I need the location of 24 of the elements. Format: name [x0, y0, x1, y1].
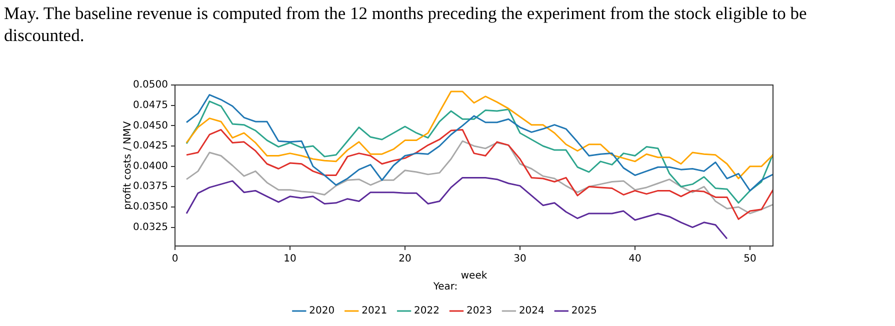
y-tick-label: 0.0400 — [133, 160, 168, 172]
x-axis-title: week — [460, 270, 488, 282]
legend-label: 2021 — [362, 306, 388, 317]
x-tick-label: 0 — [172, 254, 178, 265]
legend-label: 2020 — [309, 306, 335, 317]
x-tick-label: 30 — [514, 254, 526, 265]
x-tick-label: 50 — [744, 254, 756, 265]
text: May. The baseline revenue is computed from the 12 months preceding the experiment from the stock eligible to be discounted. — [4, 2, 808, 46]
x-tick-label: 20 — [398, 254, 412, 265]
legend-label: 2022 — [414, 306, 440, 317]
y-tick-label: 0.0425 — [133, 140, 168, 152]
legend-label: 2025 — [571, 306, 597, 317]
y-tick-label: 0.0350 — [133, 202, 168, 213]
legend-label: 2023 — [466, 306, 492, 317]
y-axis-title: profit costs / NMV — [122, 121, 134, 210]
x-tick-label: 10 — [284, 254, 296, 265]
x-tick-label: 40 — [628, 254, 642, 265]
legend-label: 2024 — [518, 306, 544, 317]
y-tick-label: 0.0375 — [133, 181, 168, 192]
legend-title: Year: — [432, 282, 458, 293]
y-tick-label: 0.0475 — [133, 100, 168, 111]
y-tick-label: 0.0500 — [133, 80, 168, 91]
y-tick-label: 0.0325 — [133, 222, 168, 233]
y-tick-label: 0.0450 — [133, 120, 168, 132]
